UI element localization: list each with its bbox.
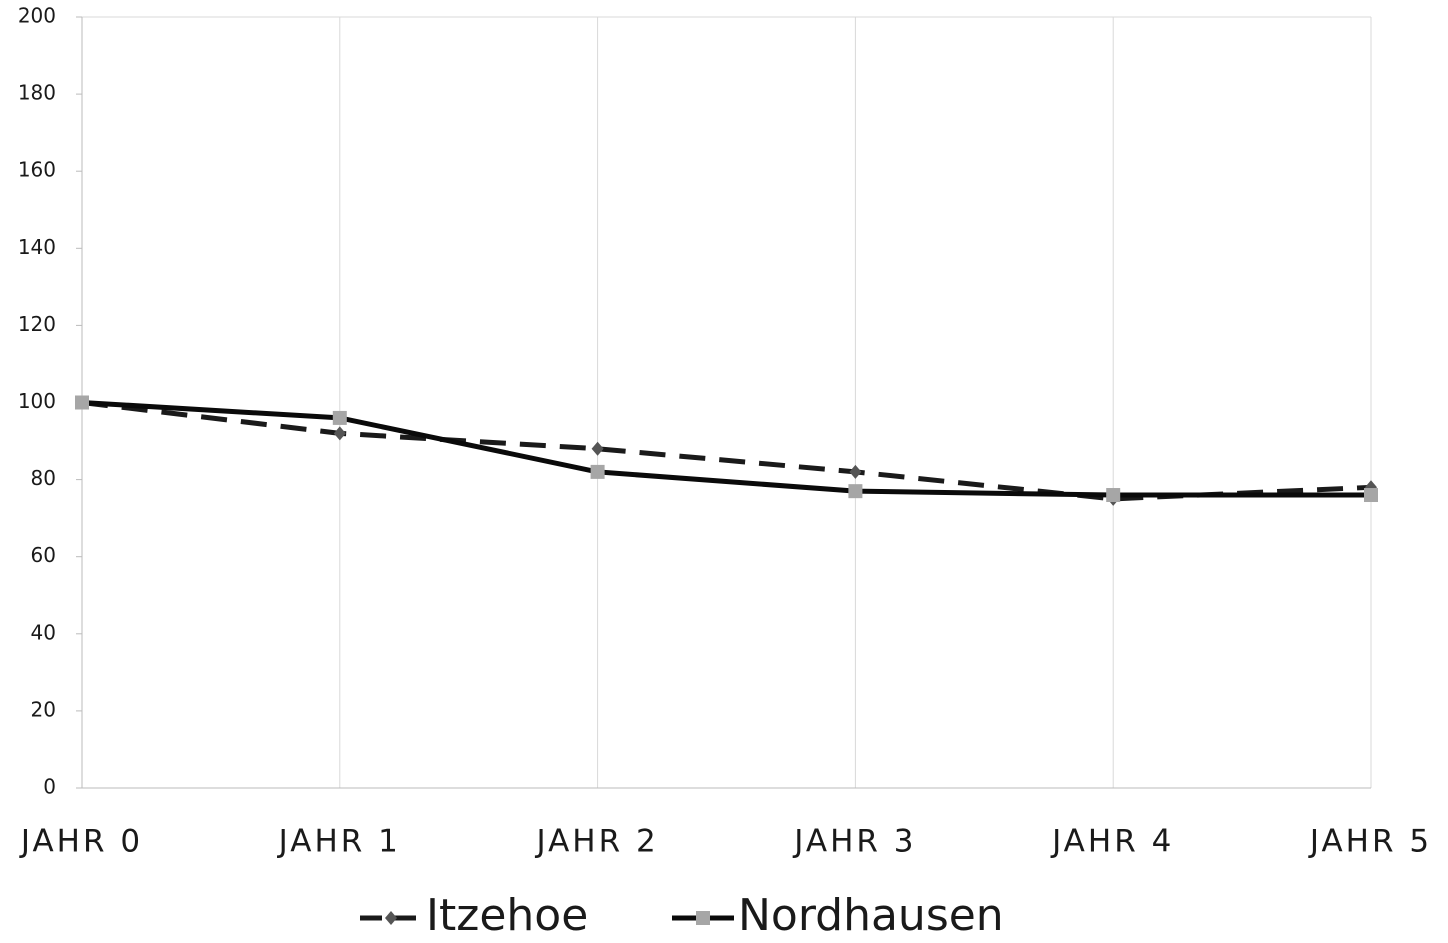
y-tick-label: 200	[18, 4, 56, 28]
x-tick-label: JAHR 1	[277, 824, 401, 860]
y-tick-label: 120	[18, 312, 56, 336]
point	[591, 441, 604, 456]
x-tick-label: JAHR 0	[19, 824, 143, 860]
legend-label: Itzehoe	[426, 890, 588, 941]
y-tick-label: 160	[18, 158, 56, 182]
y-tick-label: 60	[31, 543, 56, 567]
point	[1364, 488, 1378, 503]
point	[333, 426, 346, 441]
point	[590, 464, 605, 479]
y-tick-label: 140	[18, 235, 56, 259]
x-tick-label: JAHR 4	[1050, 824, 1174, 860]
series-line	[81, 400, 1371, 498]
legend-marker	[696, 911, 710, 925]
point	[332, 410, 347, 425]
y-tick-label: 100	[18, 389, 56, 413]
series-line	[81, 400, 1372, 502]
x-tick-label: JAHR 3	[792, 824, 916, 860]
point	[1106, 488, 1121, 503]
point	[848, 484, 863, 499]
x-tick-label: JAHR 2	[534, 824, 658, 860]
point	[75, 395, 89, 410]
y-tick-label: 0	[43, 775, 56, 799]
legend-label: Nordhausen	[738, 890, 1004, 941]
point	[849, 464, 862, 479]
y-tick-label: 80	[31, 466, 56, 490]
legend-marker	[385, 911, 397, 925]
y-tick-label: 40	[31, 620, 56, 644]
y-tick-label: 180	[18, 81, 56, 105]
x-tick-label: JAHR 5	[1308, 824, 1432, 860]
y-tick-label: 20	[31, 697, 56, 721]
